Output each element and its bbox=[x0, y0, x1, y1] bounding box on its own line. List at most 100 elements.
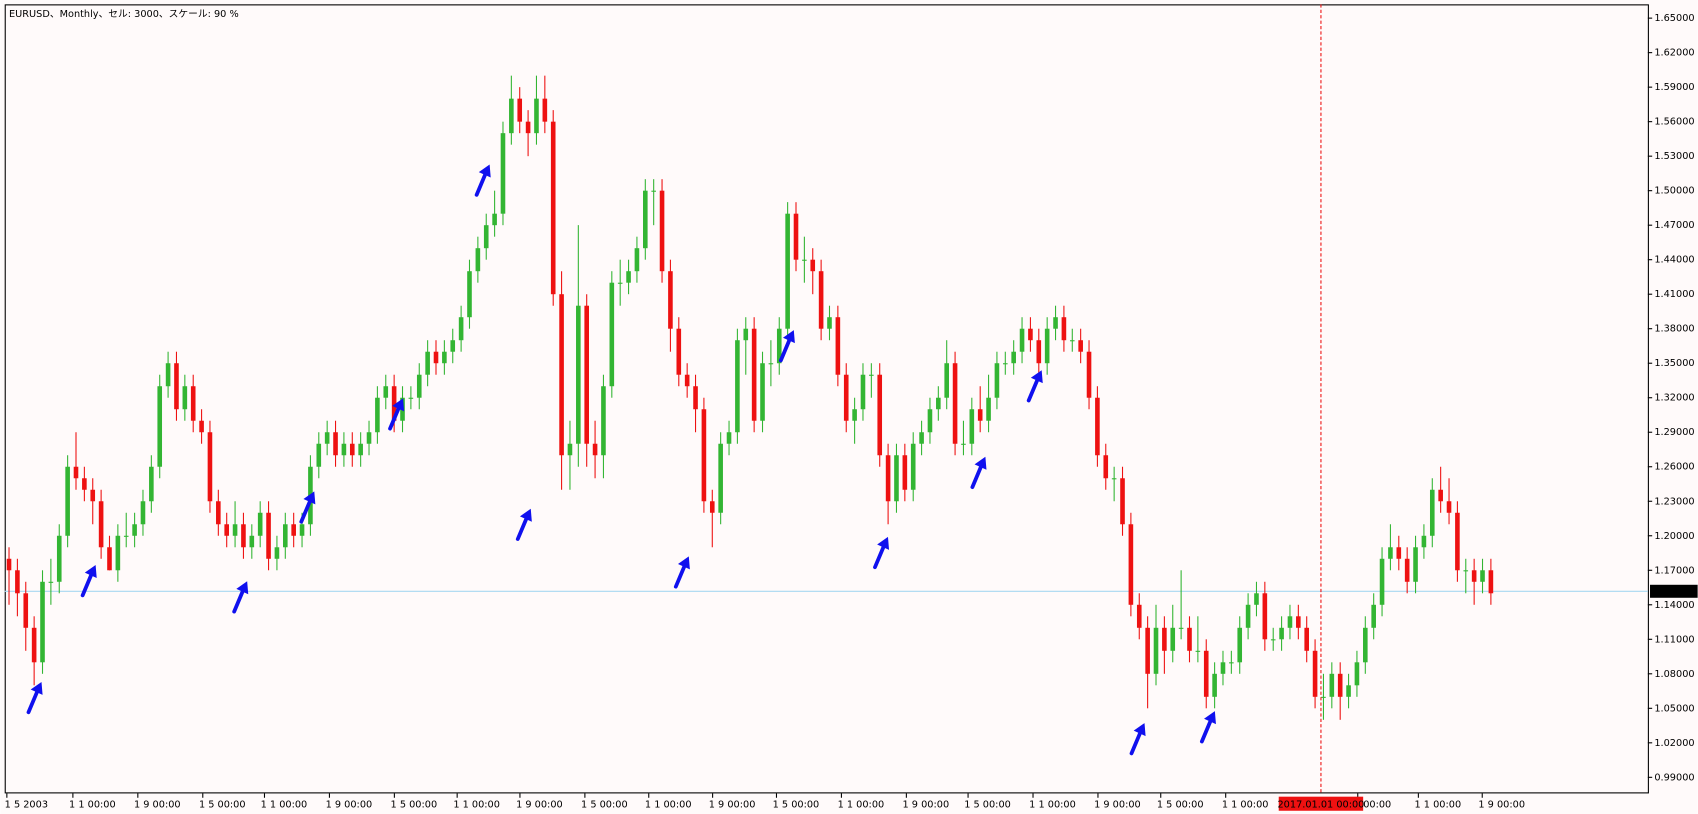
candle-body bbox=[1111, 478, 1117, 480]
candle-body bbox=[542, 98, 548, 122]
candle-body bbox=[165, 363, 171, 387]
candle-body bbox=[1296, 616, 1301, 628]
candle-body bbox=[626, 271, 631, 283]
candle-body bbox=[559, 294, 564, 456]
candle-body bbox=[726, 432, 732, 444]
arrow-head bbox=[1133, 723, 1146, 737]
candle-body bbox=[894, 455, 899, 502]
x-tick-label: 1 5 2003 bbox=[5, 799, 48, 810]
y-tick-label: 1.11000 bbox=[1654, 634, 1694, 645]
candle-body bbox=[324, 432, 330, 444]
candle-body bbox=[1329, 673, 1335, 697]
candle-body bbox=[1187, 627, 1192, 651]
candle-body bbox=[1438, 489, 1443, 502]
candle-body bbox=[349, 443, 355, 456]
arrow-head bbox=[303, 491, 316, 505]
candle-body bbox=[810, 259, 816, 272]
candle-body bbox=[869, 374, 874, 376]
y-tick-label: 1.26000 bbox=[1654, 462, 1694, 473]
candle-body bbox=[1287, 616, 1293, 628]
x-tick-label: 1 1 00:00 bbox=[1222, 799, 1269, 810]
candle-body bbox=[1446, 501, 1452, 513]
candle-body bbox=[776, 328, 782, 364]
arrow-shaft bbox=[1129, 730, 1143, 756]
candle-body bbox=[90, 489, 96, 502]
candle-body bbox=[174, 363, 179, 410]
candle-body bbox=[1136, 604, 1142, 628]
candle-body bbox=[643, 190, 648, 249]
arrow-shaft bbox=[80, 572, 94, 598]
y-tick-label: 1.62000 bbox=[1654, 48, 1694, 59]
candle-body bbox=[1421, 535, 1427, 548]
y-tick-label: 1.38000 bbox=[1654, 324, 1694, 335]
candle-body bbox=[1379, 558, 1385, 605]
candle-body bbox=[1245, 604, 1251, 628]
candle-body bbox=[1220, 662, 1226, 674]
candle-body bbox=[132, 524, 137, 536]
candle-body bbox=[341, 443, 347, 456]
arrow-head bbox=[1204, 711, 1216, 725]
candle-body bbox=[31, 627, 37, 663]
y-tick-label: 1.44000 bbox=[1654, 255, 1694, 266]
candle-body bbox=[442, 351, 447, 364]
arrow-shaft bbox=[232, 589, 245, 614]
x-tick-label: 1 9 00:00 bbox=[134, 799, 181, 810]
candle-body bbox=[760, 363, 765, 421]
candle-body bbox=[701, 409, 707, 502]
candle-body bbox=[199, 420, 204, 433]
candle-body bbox=[1270, 639, 1276, 641]
candle-body bbox=[852, 409, 857, 421]
candle-body bbox=[6, 558, 12, 571]
candle-body bbox=[910, 443, 916, 490]
candle-body bbox=[601, 386, 606, 456]
candle-body bbox=[40, 581, 45, 663]
candle-body bbox=[944, 363, 950, 398]
arrow-head bbox=[519, 508, 532, 522]
candle-body bbox=[1488, 570, 1494, 594]
candle-body bbox=[425, 351, 430, 375]
candle-body bbox=[1019, 328, 1025, 352]
arrow-shaft bbox=[299, 499, 312, 524]
candle-body bbox=[885, 455, 891, 502]
candle-body bbox=[1363, 627, 1368, 663]
candle-body bbox=[416, 374, 422, 398]
candle-body bbox=[592, 443, 598, 456]
candle-body bbox=[190, 386, 196, 421]
candle-body bbox=[969, 409, 975, 444]
candle-body bbox=[483, 225, 489, 249]
candle-body bbox=[1404, 558, 1410, 582]
candle-body bbox=[433, 351, 439, 364]
candle-body bbox=[617, 282, 623, 284]
candle-body bbox=[1044, 328, 1050, 364]
candle-body bbox=[1145, 627, 1150, 674]
candle-body bbox=[56, 535, 62, 582]
candle-body bbox=[659, 190, 665, 272]
candle-body bbox=[232, 524, 238, 536]
y-tick-label: 1.59000 bbox=[1654, 82, 1694, 93]
candle-body bbox=[785, 213, 790, 329]
candle-body bbox=[82, 478, 87, 490]
candle-body bbox=[1003, 363, 1008, 365]
candle-body bbox=[1455, 512, 1460, 571]
current-price-box bbox=[1650, 584, 1698, 598]
candle-body bbox=[475, 248, 481, 272]
x-tick-label: 00:00 bbox=[1363, 799, 1391, 810]
candle-body bbox=[241, 524, 246, 548]
candle-body bbox=[877, 374, 883, 456]
candle-body bbox=[1036, 340, 1042, 364]
arrow-head bbox=[677, 556, 690, 570]
y-tick-label: 1.47000 bbox=[1654, 220, 1694, 231]
candle-body bbox=[98, 501, 104, 548]
candle-body bbox=[1153, 627, 1159, 674]
candle-body bbox=[375, 397, 380, 433]
candle-body bbox=[977, 409, 983, 421]
crosshair-label: 2017.01.01 00:00 bbox=[1278, 799, 1365, 810]
candle-body bbox=[793, 213, 799, 260]
candle-body bbox=[333, 432, 338, 456]
candle-body bbox=[366, 432, 372, 444]
candle-body bbox=[467, 271, 472, 318]
y-tick-label: 1.02000 bbox=[1654, 738, 1694, 749]
arrow-head bbox=[877, 536, 890, 550]
candle-body bbox=[224, 524, 229, 536]
